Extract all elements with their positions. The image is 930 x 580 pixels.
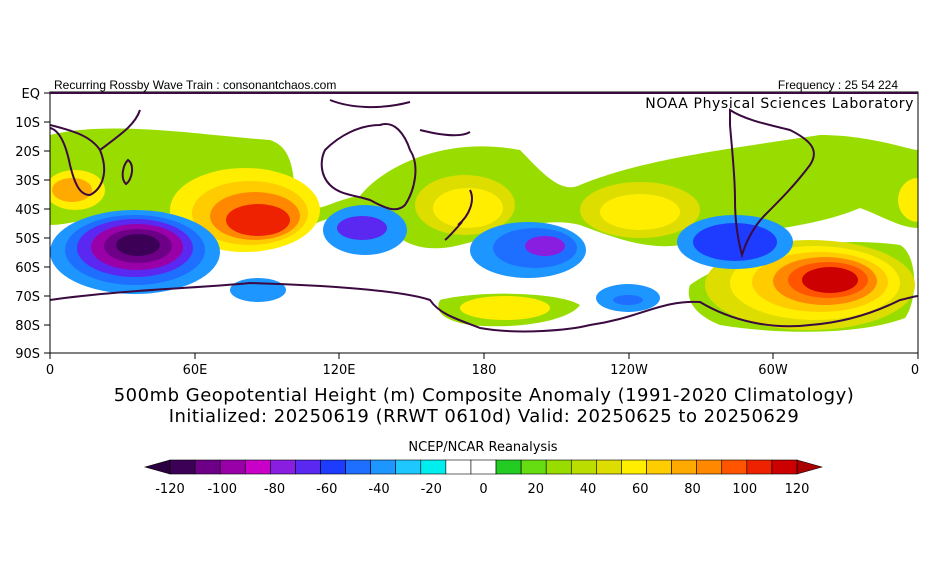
coastlines — [50, 99, 918, 333]
lon-label: 0 — [911, 363, 919, 378]
high-anomaly — [898, 178, 918, 222]
colorbar-cell — [320, 459, 346, 475]
madagascar-coastline — [121, 158, 134, 186]
high-anomaly — [460, 296, 550, 320]
header-right-text: Frequency : 25 54 224 — [777, 78, 898, 92]
colorbar-cell — [570, 459, 597, 475]
high-anomaly — [226, 204, 290, 236]
header-left-text: Recurring Rossby Wave Train : consonantc… — [54, 78, 337, 92]
colorbar-label: -100 — [207, 482, 237, 497]
lon-label: 180 — [472, 363, 497, 378]
colorbar-cell — [696, 459, 723, 475]
map-title-line2: Initialized: 20250619 (RRWT 0610d) Valid… — [168, 406, 800, 427]
colorbar-label: 80 — [684, 482, 701, 497]
colorbar-cell — [270, 459, 296, 475]
colorbar-cell — [771, 459, 798, 475]
high-anomaly — [802, 267, 858, 293]
colorbar-cell — [395, 459, 422, 475]
colorbar-label: 40 — [580, 482, 597, 497]
colorbar-cell — [470, 459, 497, 475]
colorbar-cell — [219, 459, 246, 475]
australia-coastline — [320, 123, 417, 211]
longitude-axis: 0 60E 120E 180 120W 60W 0 — [46, 353, 919, 378]
lat-label: 50S — [15, 232, 40, 247]
south-america-coastline — [729, 108, 815, 259]
colorbar-cell — [671, 459, 697, 475]
lon-label: 60E — [183, 363, 208, 378]
lat-label: 40S — [15, 203, 40, 218]
lat-label: 90S — [15, 347, 40, 362]
colorbar-cell — [646, 459, 672, 475]
high-anomaly — [600, 194, 680, 230]
low-anomaly — [693, 223, 777, 261]
new-zealand-coastline — [444, 189, 473, 241]
colorbar-cell — [194, 459, 221, 475]
colorbar-label: -60 — [316, 482, 337, 497]
lon-label: 120E — [322, 363, 355, 378]
antarctica-coastline — [50, 281, 918, 333]
colorbar-cell — [345, 459, 371, 475]
colorbar-label: 100 — [732, 482, 757, 497]
low-anomaly — [525, 236, 565, 256]
lon-label: 120W — [610, 363, 648, 378]
low-anomaly — [337, 216, 387, 240]
colorbar-label: 0 — [479, 482, 487, 497]
colorbar-end-high — [796, 459, 824, 475]
colorbar-label: 120 — [785, 482, 810, 497]
colorbar-cell — [244, 459, 271, 475]
colorbar-cell — [621, 459, 647, 475]
colorbar-cell — [520, 459, 547, 475]
lat-label: 70S — [15, 290, 40, 305]
lon-label: 0 — [46, 363, 54, 378]
low-anomaly — [613, 295, 643, 305]
colorbar-cell — [596, 459, 622, 475]
colorbar-label: -40 — [368, 482, 389, 497]
high-anomaly — [433, 188, 503, 228]
lat-label: EQ — [22, 87, 40, 102]
colorbar-label: -80 — [264, 482, 285, 497]
colorbar-cell — [420, 459, 447, 475]
colorbar-label: 60 — [632, 482, 649, 497]
lat-label: 20S — [15, 145, 40, 160]
colorbar-cell — [295, 459, 321, 475]
colorbar-label: 20 — [527, 482, 544, 497]
lat-label: 60S — [15, 261, 40, 276]
colorbar-cell — [746, 459, 773, 475]
colorbar-label: -20 — [421, 482, 442, 497]
lon-label: 60W — [758, 363, 788, 378]
colorbar-cell — [169, 459, 196, 475]
colorbar: -120 -100 -80 -60 -40 -20 0 20 40 60 80 100 120 — [143, 459, 824, 497]
colorbar-cell — [545, 459, 572, 475]
colorbar-cell — [721, 459, 748, 475]
low-anomaly — [116, 234, 160, 256]
colorbar-label: -120 — [155, 482, 185, 497]
colorbar-cell — [445, 459, 472, 475]
indonesia-coastline — [329, 99, 471, 137]
colorbar-end-low — [143, 459, 171, 475]
lat-label: 10S — [15, 116, 40, 131]
low-anomaly — [230, 278, 286, 302]
colorbar-title: NCEP/NCAR Reanalysis — [408, 440, 558, 455]
lat-label: 80S — [15, 319, 40, 334]
high-anomaly — [52, 178, 92, 202]
credit-text: NOAA Physical Sciences Laboratory — [645, 96, 914, 112]
latitude-axis: EQ 10S 20S 30S 40S 50S 60S 70S 80S 90S — [15, 87, 50, 362]
anomaly-fields — [50, 128, 918, 332]
colorbar-cell — [495, 459, 522, 475]
colorbar-cell — [370, 459, 397, 475]
lat-label: 30S — [15, 174, 40, 189]
africa-coastline — [50, 109, 141, 197]
map-title-line1: 500mb Geopotential Height (m) Composite … — [113, 385, 855, 406]
